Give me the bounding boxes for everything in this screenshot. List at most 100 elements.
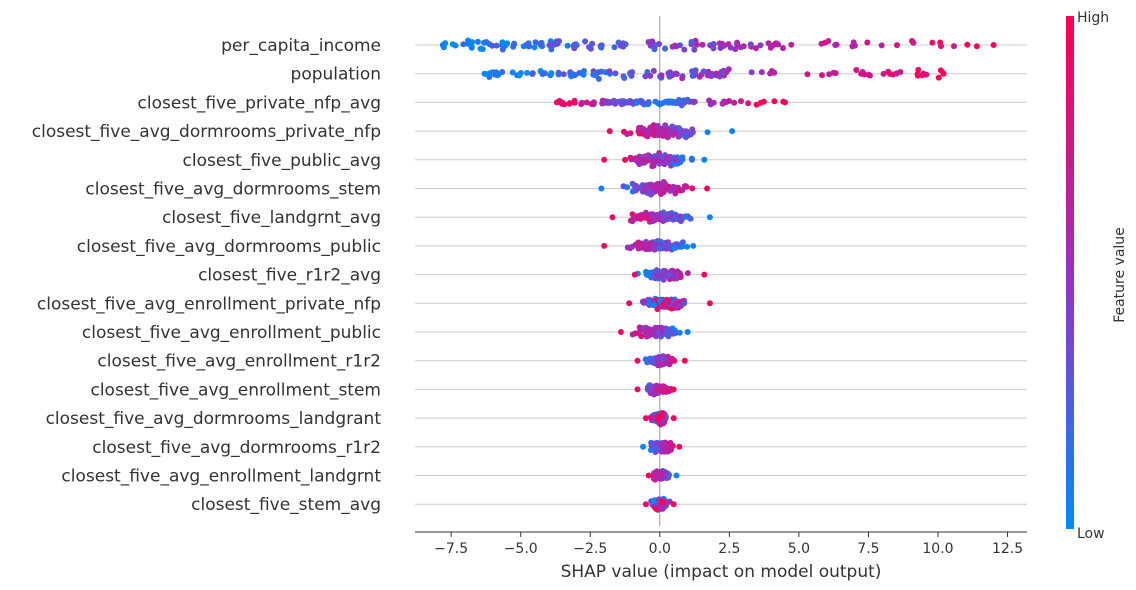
shap-point: [598, 185, 605, 192]
shap-point: [670, 184, 677, 191]
shap-point: [499, 42, 506, 49]
shap-point: [598, 68, 605, 75]
shap-point: [578, 99, 585, 106]
shap-point: [635, 185, 642, 192]
shap-point: [706, 214, 713, 221]
shap-point: [662, 184, 669, 191]
x-tick-label: 2.5: [718, 541, 740, 557]
shap-point: [940, 70, 947, 77]
shap-point: [589, 100, 596, 107]
shap-point: [654, 447, 661, 454]
shap-point: [658, 191, 664, 197]
shap-point: [489, 42, 496, 49]
shap-point: [653, 387, 660, 394]
shap-point: [629, 211, 636, 218]
shap-point: [651, 246, 658, 253]
shap-point: [765, 40, 772, 47]
shap-point: [649, 440, 656, 447]
shap-point: [539, 71, 546, 78]
shap-point: [643, 268, 649, 275]
shap-point: [767, 70, 774, 77]
shap-point: [660, 445, 667, 451]
shap-point: [864, 39, 871, 46]
shap-point: [676, 125, 683, 132]
shap-point: [583, 99, 590, 106]
shap-point: [571, 99, 578, 106]
shap-point: [649, 211, 656, 218]
shap-point: [691, 46, 698, 53]
shap-point: [666, 386, 673, 393]
shap-point: [832, 42, 839, 48]
shap-point: [684, 270, 691, 277]
shap-point: [658, 498, 665, 505]
shap-point: [676, 443, 683, 450]
shap-point: [665, 99, 672, 106]
shap-point: [738, 98, 744, 105]
shap-point: [719, 69, 726, 76]
shap-point: [670, 501, 677, 508]
shap-point: [758, 69, 765, 76]
shap-point: [655, 470, 662, 477]
shap-point: [605, 100, 611, 106]
shap-point: [681, 300, 688, 307]
shap-point: [633, 99, 640, 106]
shap-point: [678, 99, 685, 106]
shap-point: [915, 66, 922, 73]
shap-point: [617, 329, 624, 335]
shap-point: [663, 154, 670, 161]
shap-point: [629, 188, 636, 195]
shap-point: [642, 157, 649, 164]
shap-point: [516, 72, 523, 79]
shap-point: [661, 243, 668, 250]
shap-point: [671, 245, 678, 252]
shap-point: [729, 128, 736, 135]
colorbar-gradient: [1066, 16, 1074, 529]
shap-point: [929, 39, 936, 46]
shap-point: [682, 134, 689, 141]
shap-point: [660, 301, 667, 308]
shap-point: [719, 100, 726, 107]
shap-point: [753, 45, 759, 52]
shap-point: [773, 40, 779, 47]
shap-point: [556, 38, 563, 45]
shap-point: [935, 74, 942, 81]
shap-point: [553, 99, 560, 106]
shap-point: [638, 240, 645, 247]
shap-point: [629, 180, 636, 187]
shap-point: [701, 271, 708, 278]
shap-point: [560, 71, 567, 78]
shap-point: [548, 70, 555, 77]
shap-point: [684, 329, 691, 335]
shap-point: [474, 38, 481, 45]
shap-point: [598, 44, 605, 51]
shap-point: [483, 39, 490, 45]
shap-point: [666, 471, 672, 478]
shap-point: [699, 41, 706, 48]
shap-point: [771, 98, 778, 105]
shap-point: [624, 244, 631, 251]
shap-point: [532, 39, 539, 46]
shap-point: [676, 329, 683, 336]
x-tick-label: −2.5: [573, 541, 607, 557]
colorbar-title: Feature value: [1112, 227, 1128, 323]
shap-point: [592, 72, 599, 79]
shap-point: [555, 69, 562, 76]
shap-point: [688, 155, 695, 162]
shap-point: [861, 71, 868, 78]
shap-point: [938, 43, 944, 50]
x-tick-label: 0.0: [649, 541, 671, 557]
shap-point: [632, 330, 639, 337]
shap-point: [652, 475, 658, 482]
shap-point: [477, 45, 484, 52]
shap-point: [646, 241, 653, 248]
shap-point: [645, 472, 652, 479]
shap-point: [747, 41, 754, 48]
shap-point: [439, 42, 446, 48]
shap-point: [725, 41, 732, 48]
shap-point: [646, 385, 653, 392]
shap-point: [951, 43, 957, 50]
shap-point: [964, 41, 971, 48]
shap-point: [662, 45, 668, 52]
x-tick-label: 5.0: [788, 541, 810, 557]
grid-lines: [415, 44, 1027, 505]
